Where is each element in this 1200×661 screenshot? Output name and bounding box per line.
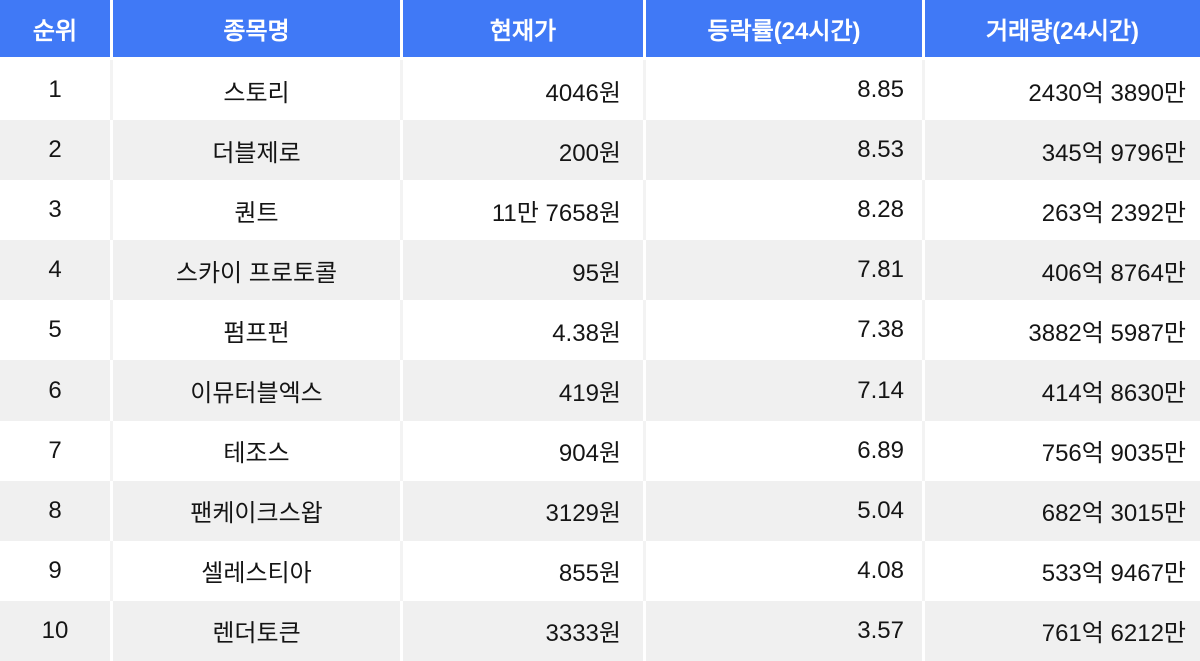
price-cell: 855원 xyxy=(400,540,643,601)
volume-cell: 345억 9796만 xyxy=(922,120,1200,181)
volume-cell: 533억 9467만 xyxy=(922,540,1200,601)
change-cell: 8.53 xyxy=(643,120,922,181)
price-cell: 4046원 xyxy=(400,60,643,121)
rank-cell: 6 xyxy=(0,360,110,421)
price-cell: 3333원 xyxy=(400,600,643,661)
table-row: 10 렌더토큰 3333원 3.57 761억 6212만 xyxy=(0,600,1200,661)
name-cell: 이뮤터블엑스 xyxy=(110,360,400,421)
column-header-name: 종목명 xyxy=(110,0,400,60)
price-cell: 200원 xyxy=(400,120,643,181)
change-cell: 8.28 xyxy=(643,180,922,241)
price-cell: 3129원 xyxy=(400,480,643,541)
price-cell: 904원 xyxy=(400,420,643,481)
rank-cell: 10 xyxy=(0,600,110,661)
column-header-volume: 거래량(24시간) xyxy=(922,0,1200,60)
column-header-price: 현재가 xyxy=(400,0,643,60)
rank-cell: 7 xyxy=(0,420,110,481)
table-row: 9 셀레스티아 855원 4.08 533억 9467만 xyxy=(0,540,1200,601)
name-cell: 셀레스티아 xyxy=(110,540,400,601)
change-cell: 7.81 xyxy=(643,240,922,301)
change-cell: 4.08 xyxy=(643,540,922,601)
table-header-row: 순위 종목명 현재가 등락률(24시간) 거래량(24시간) xyxy=(0,0,1200,60)
name-cell: 펌프펀 xyxy=(110,300,400,361)
table-row: 5 펌프펀 4.38원 7.38 3882억 5987만 xyxy=(0,300,1200,361)
table-row: 3 퀀트 11만 7658원 8.28 263억 2392만 xyxy=(0,180,1200,241)
column-header-change: 등락률(24시간) xyxy=(643,0,922,60)
rank-cell: 4 xyxy=(0,240,110,301)
rank-cell: 1 xyxy=(0,60,110,121)
volume-cell: 3882억 5987만 xyxy=(922,300,1200,361)
table-row: 8 팬케이크스왑 3129원 5.04 682억 3015만 xyxy=(0,480,1200,541)
volume-cell: 761억 6212만 xyxy=(922,600,1200,661)
volume-cell: 682억 3015만 xyxy=(922,480,1200,541)
table-row: 2 더블제로 200원 8.53 345억 9796만 xyxy=(0,120,1200,181)
rank-cell: 9 xyxy=(0,540,110,601)
rank-cell: 5 xyxy=(0,300,110,361)
change-cell: 8.85 xyxy=(643,60,922,121)
name-cell: 렌더토큰 xyxy=(110,600,400,661)
name-cell: 퀀트 xyxy=(110,180,400,241)
table-row: 6 이뮤터블엑스 419원 7.14 414억 8630만 xyxy=(0,360,1200,421)
change-cell: 3.57 xyxy=(643,600,922,661)
name-cell: 더블제로 xyxy=(110,120,400,181)
name-cell: 스토리 xyxy=(110,60,400,121)
volume-cell: 414억 8630만 xyxy=(922,360,1200,421)
volume-cell: 2430억 3890만 xyxy=(922,60,1200,121)
name-cell: 스카이 프로토콜 xyxy=(110,240,400,301)
price-cell: 419원 xyxy=(400,360,643,421)
volume-cell: 406억 8764만 xyxy=(922,240,1200,301)
change-cell: 7.14 xyxy=(643,360,922,421)
table-row: 1 스토리 4046원 8.85 2430억 3890만 xyxy=(0,60,1200,121)
name-cell: 팬케이크스왑 xyxy=(110,480,400,541)
name-cell: 테조스 xyxy=(110,420,400,481)
change-cell: 5.04 xyxy=(643,480,922,541)
price-cell: 95원 xyxy=(400,240,643,301)
price-cell: 4.38원 xyxy=(400,300,643,361)
rank-cell: 3 xyxy=(0,180,110,241)
rank-cell: 2 xyxy=(0,120,110,181)
change-cell: 6.89 xyxy=(643,420,922,481)
change-cell: 7.38 xyxy=(643,300,922,361)
table-row: 4 스카이 프로토콜 95원 7.81 406억 8764만 xyxy=(0,240,1200,301)
volume-cell: 756억 9035만 xyxy=(922,420,1200,481)
column-header-rank: 순위 xyxy=(0,0,110,60)
table-row: 7 테조스 904원 6.89 756억 9035만 xyxy=(0,420,1200,481)
price-cell: 11만 7658원 xyxy=(400,180,643,241)
rank-cell: 8 xyxy=(0,480,110,541)
volume-cell: 263억 2392만 xyxy=(922,180,1200,241)
